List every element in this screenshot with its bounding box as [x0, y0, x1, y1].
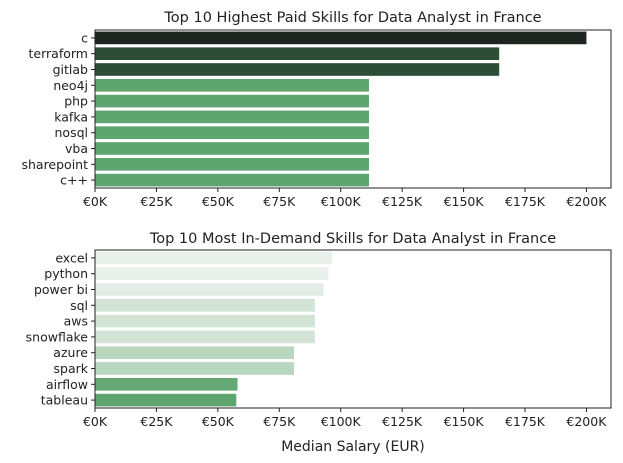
bar-group [95, 31, 587, 187]
bar-neo4j [95, 78, 369, 92]
x-tick-label: €100K [321, 414, 362, 429]
x-tick-label: €125K [382, 194, 423, 209]
chart-title: Top 10 Most In-Demand Skills for Data An… [149, 231, 556, 247]
x-tick-labels: €0K €25K €50K €75K €100K €125K €150K €175K €200K [83, 408, 607, 429]
x-tick-label: €150K [444, 194, 485, 209]
bar-airflow [95, 377, 238, 391]
bar-group [95, 251, 333, 407]
y-tick-label: power bi [34, 282, 88, 297]
y-tick-label: python [44, 266, 88, 281]
bar-ccpp [95, 173, 369, 187]
bar-vba [95, 142, 369, 155]
y-tick-label: vba [65, 141, 88, 156]
x-tick-label: €175K [505, 194, 546, 209]
y-tick-label: terraform [29, 46, 88, 61]
bar-terraform [95, 47, 500, 61]
y-tick-label: spark [54, 361, 89, 376]
bar-power-bi [95, 283, 324, 296]
bar-php [95, 94, 369, 108]
y-tick-label: snowflake [26, 329, 89, 344]
x-tick-label: €75K [263, 414, 296, 429]
y-tick-label: sql [70, 298, 88, 313]
bar-aws [95, 314, 315, 328]
y-tick-label: neo4j [53, 78, 88, 93]
x-axis-label: Median Salary (EUR) [281, 439, 425, 455]
bar-azure [95, 346, 295, 360]
bar-tableau [95, 393, 237, 407]
x-tick-label: €0K [83, 414, 108, 429]
bar-sharepoint [95, 157, 369, 171]
y-tick-label: kafka [54, 109, 88, 124]
bar-python [95, 267, 329, 281]
x-tick-label: €175K [505, 414, 546, 429]
chart-title: Top 10 Highest Paid Skills for Data Anal… [163, 10, 541, 26]
x-tick-label: €75K [263, 194, 296, 209]
y-tick-label: gitlab [53, 62, 88, 77]
x-tick-label: €25K [140, 414, 173, 429]
x-tick-label: €200K [566, 194, 607, 209]
x-tick-label: €0K [83, 194, 108, 209]
y-tick-label: excel [55, 250, 88, 265]
y-tick-label: nosql [55, 125, 89, 140]
x-tick-label: €25K [140, 194, 173, 209]
x-tick-label: €50K [202, 194, 235, 209]
y-tick-label: php [64, 94, 88, 109]
axes-frame [94, 249, 612, 409]
chart-top-highest-paid: Top 10 Highest Paid Skills for Data Anal… [21, 10, 612, 209]
x-tick-label: €100K [321, 194, 362, 209]
y-tick-label: sharepoint [21, 157, 88, 172]
bar-excel [95, 251, 333, 265]
bar-kafka [95, 110, 369, 124]
x-tick-label: €50K [202, 414, 235, 429]
chart-top-in-demand: Top 10 Most In-Demand Skills for Data An… [26, 231, 612, 455]
x-tick-labels: €0K €25K €50K €75K €100K €125K €150K €175K €200K [83, 188, 607, 209]
y-tick-label: airflow [46, 377, 88, 392]
bar-snowflake [95, 330, 315, 344]
x-tick-label: €150K [444, 414, 485, 429]
y-tick-labels: cterraformgitlabneo4jphpkafkanosqlvbasha… [21, 30, 95, 188]
x-tick-label: €125K [382, 414, 423, 429]
bar-sql [95, 298, 315, 312]
y-tick-label: c [81, 30, 88, 45]
y-tick-label: azure [53, 345, 88, 360]
y-tick-label: aws [64, 314, 88, 329]
y-tick-label: c++ [60, 173, 88, 188]
bar-c [95, 31, 587, 45]
bar-gitlab [95, 63, 500, 76]
axes-frame [94, 29, 612, 189]
x-tick-label: €200K [566, 414, 607, 429]
y-tick-label: tableau [41, 393, 88, 408]
bar-spark [95, 362, 295, 375]
bar-nosql [95, 126, 369, 140]
